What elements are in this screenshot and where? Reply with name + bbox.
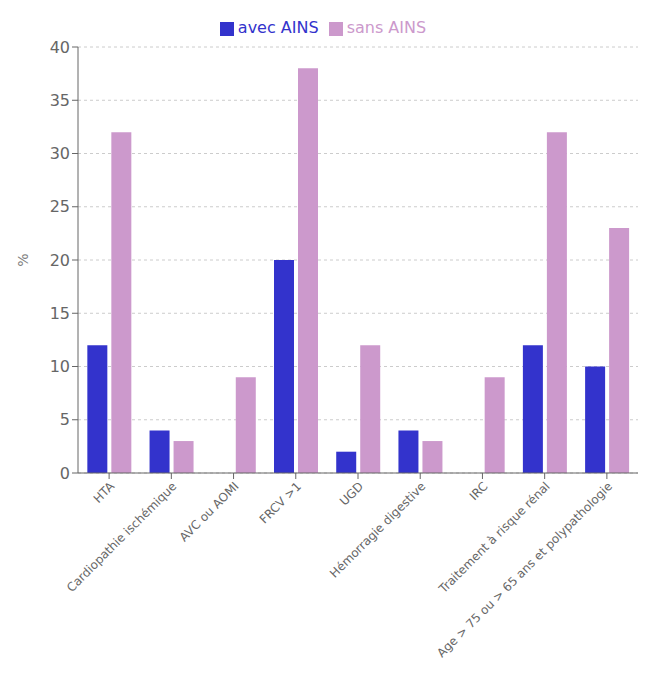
svg-text:FRCV >1: FRCV >1 [257, 479, 304, 526]
svg-text:IRC: IRC [467, 479, 491, 503]
svg-text:AVC ou AOMI: AVC ou AOMI [177, 479, 242, 544]
html-text:avec AINS: avec AINS [237, 18, 319, 37]
svg-text:HTA: HTA [91, 479, 118, 506]
svg-text:15: 15 [50, 304, 70, 323]
svg-text:25: 25 [50, 197, 70, 216]
svg-text:%: % [15, 253, 31, 266]
svg-text:20: 20 [50, 251, 70, 270]
svg-text:Hémorragie digestive: Hémorragie digestive [327, 479, 428, 580]
svg-text:35: 35 [50, 91, 70, 110]
svg-text:Cardiopathie ischémique: Cardiopathie ischémique [64, 479, 180, 595]
svg-text:5: 5 [60, 410, 70, 429]
svg-text:40: 40 [50, 38, 70, 57]
svg-text:Traitement à risque rénal: Traitement à risque rénal [435, 479, 552, 596]
svg-text:0: 0 [60, 464, 70, 483]
svg-text:Age > 75 ou > 65 ans et polypa: Age > 75 ou > 65 ans et polypathologie [434, 479, 615, 660]
html-text:sans AINS: sans AINS [346, 18, 427, 37]
svg-text:UGD: UGD [337, 479, 366, 508]
svg-text:10: 10 [50, 357, 70, 376]
svg-text:30: 30 [50, 144, 70, 163]
